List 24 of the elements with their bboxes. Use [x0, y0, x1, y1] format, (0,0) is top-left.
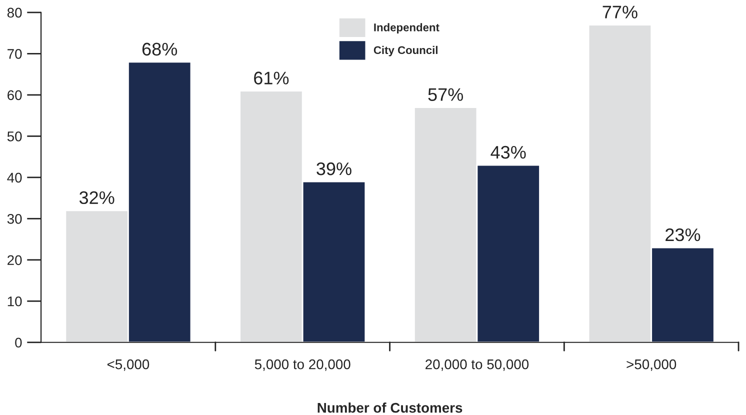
- data-label: 43%: [490, 146, 526, 159]
- x-tick-label: 5,000 to 20,000: [254, 359, 350, 371]
- data-label: 23%: [666, 228, 700, 242]
- data-label: 32%: [79, 191, 114, 204]
- y-tick-label: 60: [8, 90, 22, 100]
- data-label: 77%: [602, 6, 638, 18]
- y-tick-label: 0: [15, 338, 22, 348]
- y-tick-label: 30: [7, 214, 22, 224]
- data-label: 39%: [316, 162, 352, 176]
- data-label: 61%: [254, 72, 289, 84]
- data-label: 68%: [142, 42, 178, 56]
- x-axis-title: Number of Customers: [318, 402, 462, 413]
- data-label: 57%: [428, 88, 464, 101]
- legend-label: City Council: [374, 46, 438, 56]
- y-tick-label: 10: [8, 296, 22, 306]
- x-tick-label: >50,000: [626, 359, 676, 371]
- y-tick-label: 80: [7, 8, 22, 18]
- legend-label: Independent: [374, 23, 440, 34]
- x-tick-label: <5,000: [107, 359, 150, 371]
- y-tick-label: 40: [7, 172, 22, 183]
- y-tick-label: 70: [8, 49, 22, 59]
- y-tick-label: 50: [7, 132, 22, 142]
- x-tick-label: 20,000 to 50,000: [426, 359, 529, 371]
- y-tick-label: 20: [8, 255, 22, 266]
